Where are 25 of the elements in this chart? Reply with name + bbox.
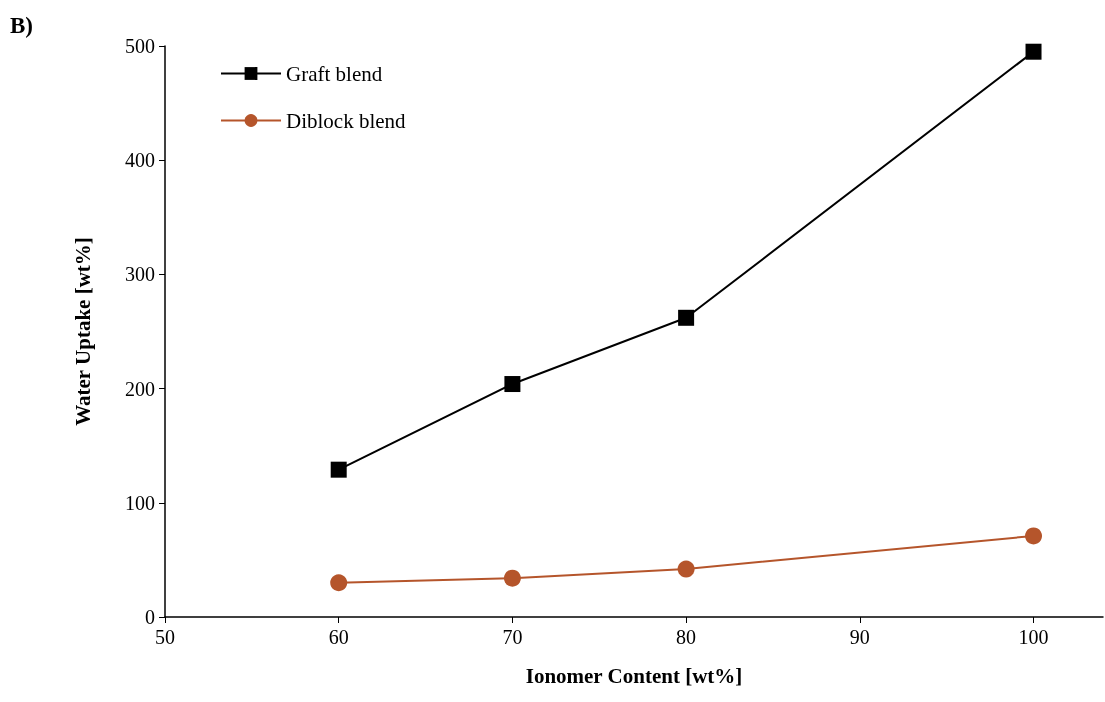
point	[1025, 527, 1043, 545]
x-tick-label: 50	[155, 626, 175, 648]
legend-label: Diblock blend	[286, 108, 407, 133]
point	[678, 309, 695, 326]
point	[330, 574, 348, 592]
y-tick-label: 500	[125, 35, 155, 57]
y-axis-title: Water Uptake [wt%]	[70, 237, 95, 426]
y-tick-label: 300	[125, 263, 155, 286]
point	[503, 569, 521, 587]
x-tick-label: 80	[676, 626, 697, 648]
x-tick-label: 100	[1018, 626, 1049, 648]
y-tick-label: 100	[125, 491, 155, 514]
y-tick-label: 400	[125, 149, 155, 172]
x-tick-label: 90	[849, 626, 870, 648]
point	[504, 376, 521, 393]
point	[677, 560, 695, 578]
point	[1025, 43, 1042, 60]
x-tick-label: 70	[502, 626, 523, 648]
legend-label: Graft blend	[286, 61, 383, 86]
text: B)	[10, 13, 33, 38]
y-tick-label: 0	[145, 606, 155, 628]
x-axis-title: Ionomer Content [wt%]	[525, 663, 743, 688]
x-tick-label: 60	[328, 626, 349, 648]
y-tick-label: 200	[125, 377, 155, 400]
point	[330, 461, 347, 478]
